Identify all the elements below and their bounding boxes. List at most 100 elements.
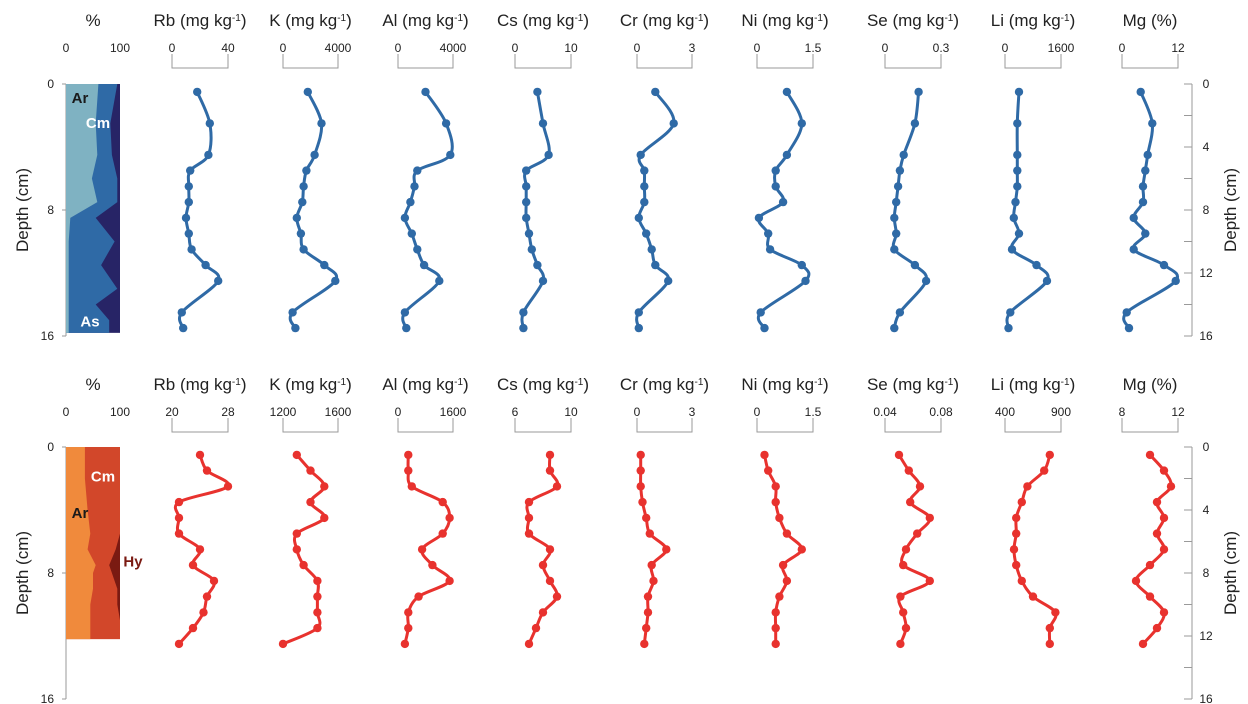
data-point — [522, 197, 531, 207]
data-point — [1166, 482, 1176, 491]
composition-header: % — [85, 375, 100, 394]
data-point — [174, 497, 184, 507]
data-point — [317, 119, 326, 128]
data-point — [1007, 245, 1017, 254]
data-point — [1004, 323, 1013, 333]
data-point — [1159, 466, 1169, 475]
x-axis-bracket — [756, 418, 814, 433]
data-point — [636, 466, 645, 475]
data-point — [188, 623, 198, 633]
x-tick-label: 0 — [634, 405, 641, 419]
data-point — [1012, 529, 1021, 538]
data-point — [524, 229, 534, 238]
data-point — [643, 608, 653, 617]
left-axis-title: Depth (cm) — [13, 531, 32, 615]
x-axis-bracket — [1004, 54, 1062, 69]
data-point — [906, 497, 915, 507]
data-point — [407, 229, 416, 238]
data-point — [400, 639, 410, 649]
data-point — [435, 276, 444, 286]
data-point — [775, 592, 784, 601]
data-point — [1141, 229, 1150, 238]
profile-cr: Cr (mg kg-1) 0 3 — [620, 375, 709, 649]
x-tick-label: 1.5 — [805, 405, 822, 419]
series-header: K (mg kg-1) — [269, 11, 352, 30]
right-axis-tick-label: 0 — [1203, 440, 1210, 454]
data-point — [893, 182, 903, 191]
x-tick-label: 4000 — [325, 41, 352, 55]
data-point — [1152, 623, 1162, 633]
data-point — [181, 213, 191, 223]
right-axis-tick-label: 8 — [1203, 203, 1210, 217]
data-point — [306, 466, 315, 475]
data-point — [645, 529, 654, 538]
data-point — [636, 450, 645, 460]
x-tick-label: 8 — [1119, 405, 1126, 419]
profile-li: Li (mg kg-1) 400 900 — [991, 375, 1075, 649]
data-point — [404, 466, 413, 475]
data-point — [404, 450, 413, 460]
data-point — [1045, 450, 1055, 460]
data-point — [292, 545, 301, 554]
composition-tick-label: 100 — [110, 405, 130, 419]
data-point — [771, 639, 780, 649]
x-axis-bracket — [514, 54, 572, 69]
data-point — [1012, 560, 1021, 570]
x-tick-label: 20 — [165, 405, 179, 419]
data-point — [413, 166, 422, 175]
data-point — [202, 466, 212, 475]
data-point — [925, 513, 934, 523]
composition-tick-label: 100 — [110, 41, 130, 55]
data-point — [636, 482, 645, 491]
x-tick-label: 12 — [1171, 405, 1185, 419]
data-point — [419, 260, 429, 270]
data-point — [771, 608, 780, 617]
data-point — [896, 639, 905, 649]
data-point — [1042, 276, 1052, 286]
left-axis-title: Depth (cm) — [13, 168, 32, 252]
x-axis-bracket — [636, 418, 693, 433]
x-tick-label: 1600 — [1048, 41, 1075, 55]
data-point — [177, 308, 186, 317]
data-point — [669, 119, 678, 128]
data-point — [524, 529, 534, 538]
left-axis-tick-label: 0 — [47, 77, 54, 91]
data-point — [187, 245, 196, 254]
data-point — [519, 308, 528, 317]
data-point — [174, 639, 184, 649]
data-point — [638, 497, 647, 507]
series-line — [1012, 454, 1058, 644]
data-point — [407, 482, 416, 491]
data-point — [552, 482, 562, 491]
data-point — [782, 150, 792, 160]
x-tick-label: 40 — [221, 41, 235, 55]
profile-rb: Rb (mg kg-1) 20 28 — [154, 375, 247, 649]
data-point — [179, 323, 188, 333]
composition-tick-label: 0 — [63, 41, 70, 55]
data-point — [417, 545, 427, 554]
data-point — [1138, 182, 1148, 191]
data-point — [1017, 497, 1026, 507]
data-point — [292, 213, 301, 223]
right-axis-title: Depth (cm) — [1221, 531, 1240, 615]
data-point — [313, 592, 322, 601]
right-axis-tick-label: 16 — [1199, 329, 1213, 343]
data-point — [438, 529, 447, 538]
profile-cr: Cr (mg kg-1) 0 3 — [620, 11, 709, 333]
x-tick-label: 0 — [1002, 41, 1009, 55]
data-point — [797, 260, 806, 270]
data-point — [524, 513, 534, 523]
data-point — [1145, 450, 1155, 460]
data-point — [199, 608, 208, 617]
data-point — [896, 592, 905, 601]
x-tick-label: 0 — [634, 41, 641, 55]
data-point — [413, 245, 422, 254]
left-axis-tick-label: 8 — [47, 566, 54, 580]
x-tick-label: 0 — [1119, 41, 1126, 55]
series-line — [288, 91, 339, 329]
data-point — [649, 576, 658, 586]
data-point — [756, 308, 765, 317]
